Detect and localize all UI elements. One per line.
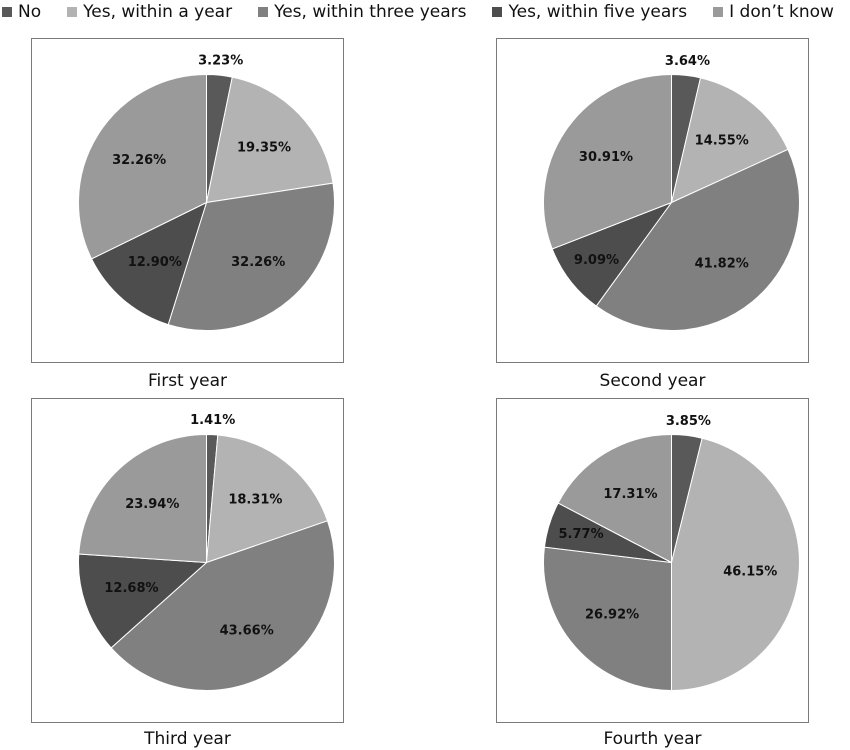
pie-caption-fourth-year: Fourth year [603,729,702,749]
legend-item-dont-know: I don’t know [713,2,834,22]
pie-chart-fourth-year: 3.85% 46.15% 26.92% 5.77% 17.31% [543,414,800,692]
legend-label-within-three-years: Yes, within three years [274,2,467,22]
legend-label-no: No [18,2,42,22]
legend-item-within-a-year: Yes, within a year [67,2,232,22]
pie-slice-third-year-dont-know [78,433,207,564]
pie-chart-second-year: 3.64% 14.55% 41.82% 9.09% 30.91% [543,54,800,331]
pie-slice-fourth-year-within-a-year [671,437,800,692]
pie-label-first-year-within-five-years: 12.90% [128,255,182,270]
pie-label-third-year-dont-know: 23.94% [125,497,179,512]
pie-slice-third-year-within-three-years [110,520,335,691]
pie-panel-second-year: 3.64% 14.55% 41.82% 9.09% 30.91% [496,38,809,363]
pie-caption-second-year: Second year [599,371,706,391]
pie-slice-fourth-year-dont-know [557,433,672,564]
pie-label-first-year-no: 3.23% [198,54,243,69]
pie-label-first-year-within-three-years: 32.26% [231,255,285,270]
pie-panel-first-year: 3.23% 19.35% 32.26% 12.90% 32.26% [31,38,344,363]
pie-caption-third-year: Third year [144,729,231,749]
pie-slice-second-year-within-three-years [595,148,800,331]
legend-item-within-three-years: Yes, within three years [258,2,466,22]
pie-label-third-year-within-a-year: 18.31% [228,492,282,507]
pie-slice-first-year-within-a-year [205,76,334,204]
pie-slice-fourth-year-within-three-years [543,546,672,692]
pie-panel-fourth-year: 3.85% 46.15% 26.92% 5.77% 17.31% [496,398,809,723]
legend-label-within-a-year: Yes, within a year [83,2,233,22]
pie-label-second-year-dont-know: 30.91% [579,150,633,165]
pie-label-second-year-within-a-year: 14.55% [695,134,749,149]
legend-item-no: No [2,2,41,22]
pie-slice-first-year-within-five-years [90,201,208,326]
pie-label-second-year-within-five-years: 9.09% [574,253,619,268]
pie-slice-first-year-within-three-years [167,182,335,331]
legend-item-within-five-years: Yes, within five years [492,2,687,22]
pie-label-fourth-year-no: 3.85% [666,414,711,429]
legend-swatch-within-three-years [258,7,269,17]
legend-swatch-no [2,7,12,17]
pie-label-first-year-within-a-year: 19.35% [237,140,291,155]
pie-label-fourth-year-dont-know: 17.31% [603,487,657,502]
legend-label-dont-know: I don’t know [729,2,834,22]
pie-slice-second-year-dont-know [543,73,672,250]
pie-slice-second-year-within-a-year [670,77,789,204]
pie-label-first-year-dont-know: 32.26% [112,153,166,168]
chart-legend: No Yes, within a year Yes, within three … [0,0,850,24]
pie-label-third-year-within-three-years: 43.66% [220,623,274,638]
pie-slice-first-year-dont-know [78,73,207,260]
pie-label-fourth-year-within-three-years: 26.92% [585,608,639,623]
pie-slice-third-year-within-five-years [78,553,208,649]
pie-label-third-year-no: 1.41% [190,413,235,428]
pie-label-fourth-year-within-a-year: 46.15% [723,565,777,580]
pie-label-second-year-within-three-years: 41.82% [695,256,749,271]
legend-swatch-dont-know [713,7,724,17]
pie-chart-third-year: 1.41% 18.31% 43.66% 12.68% 23.94% [78,413,335,691]
pie-label-second-year-no: 3.64% [665,54,710,69]
legend-swatch-within-a-year [67,7,78,17]
pie-label-third-year-within-five-years: 12.68% [104,581,158,596]
pie-panel-third-year: 1.41% 18.31% 43.66% 12.68% 23.94% [31,398,344,723]
legend-swatch-within-five-years [492,7,503,17]
pie-label-fourth-year-within-five-years: 5.77% [559,527,604,542]
legend-label-within-five-years: Yes, within five years [508,2,688,22]
pie-caption-first-year: First year [147,371,228,391]
pie-chart-first-year: 3.23% 19.35% 32.26% 12.90% 32.26% [78,54,335,331]
pie-slice-third-year-within-a-year [205,434,329,564]
